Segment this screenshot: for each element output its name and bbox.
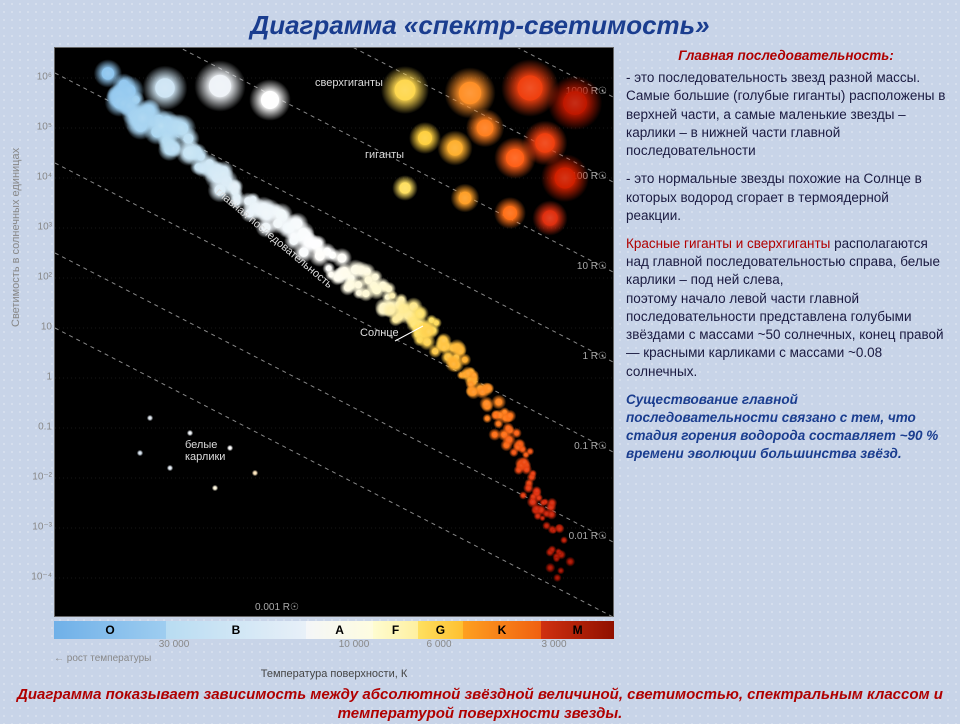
- y-axis-label: Светимость в солнечных единицах: [10, 148, 22, 327]
- svg-text:сверхгиганты: сверхгиганты: [315, 77, 383, 89]
- sidebar-p1: - это последовательность звезд разной ма…: [626, 69, 946, 160]
- hr-diagram: Светимость в солнечных единицах 10⁻⁴10⁻³…: [6, 47, 614, 680]
- sidebar-header: Главная последовательность:: [626, 47, 946, 65]
- sidebar-text: Главная последовательность: - это послед…: [614, 47, 954, 680]
- footer-caption: Диаграмма показывает зависимость между а…: [0, 680, 960, 724]
- x-axis-label2: ← рост температуры: [54, 653, 614, 664]
- svg-text:0.001 R☉: 0.001 R☉: [255, 602, 299, 613]
- svg-text:1 R☉: 1 R☉: [582, 351, 607, 362]
- sidebar-p1b: - это нормальные звезды похожие на Солнц…: [626, 170, 946, 225]
- spectral-class-bar: OBAFGKM: [54, 621, 614, 639]
- svg-text:Солнце: Солнце: [360, 327, 399, 339]
- svg-text:10 R☉: 10 R☉: [577, 261, 607, 272]
- page-title: Диаграмма «спектр-светимость»: [0, 0, 960, 47]
- x-axis-label: Температура поверхности, К: [54, 668, 614, 680]
- svg-text:белые: белые: [185, 439, 217, 451]
- svg-text:0.01 R☉: 0.01 R☉: [569, 531, 607, 542]
- svg-text:карлики: карлики: [185, 451, 225, 463]
- svg-text:0.1 R☉: 0.1 R☉: [574, 441, 607, 452]
- svg-text:гиганты: гиганты: [365, 149, 404, 161]
- sidebar-p3: Существование главной последовательности…: [626, 391, 946, 464]
- sidebar-p2: Красные гиганты и сверхгиганты располага…: [626, 235, 946, 381]
- temp-ticks: 30 00010 0006 0003 000: [54, 639, 614, 653]
